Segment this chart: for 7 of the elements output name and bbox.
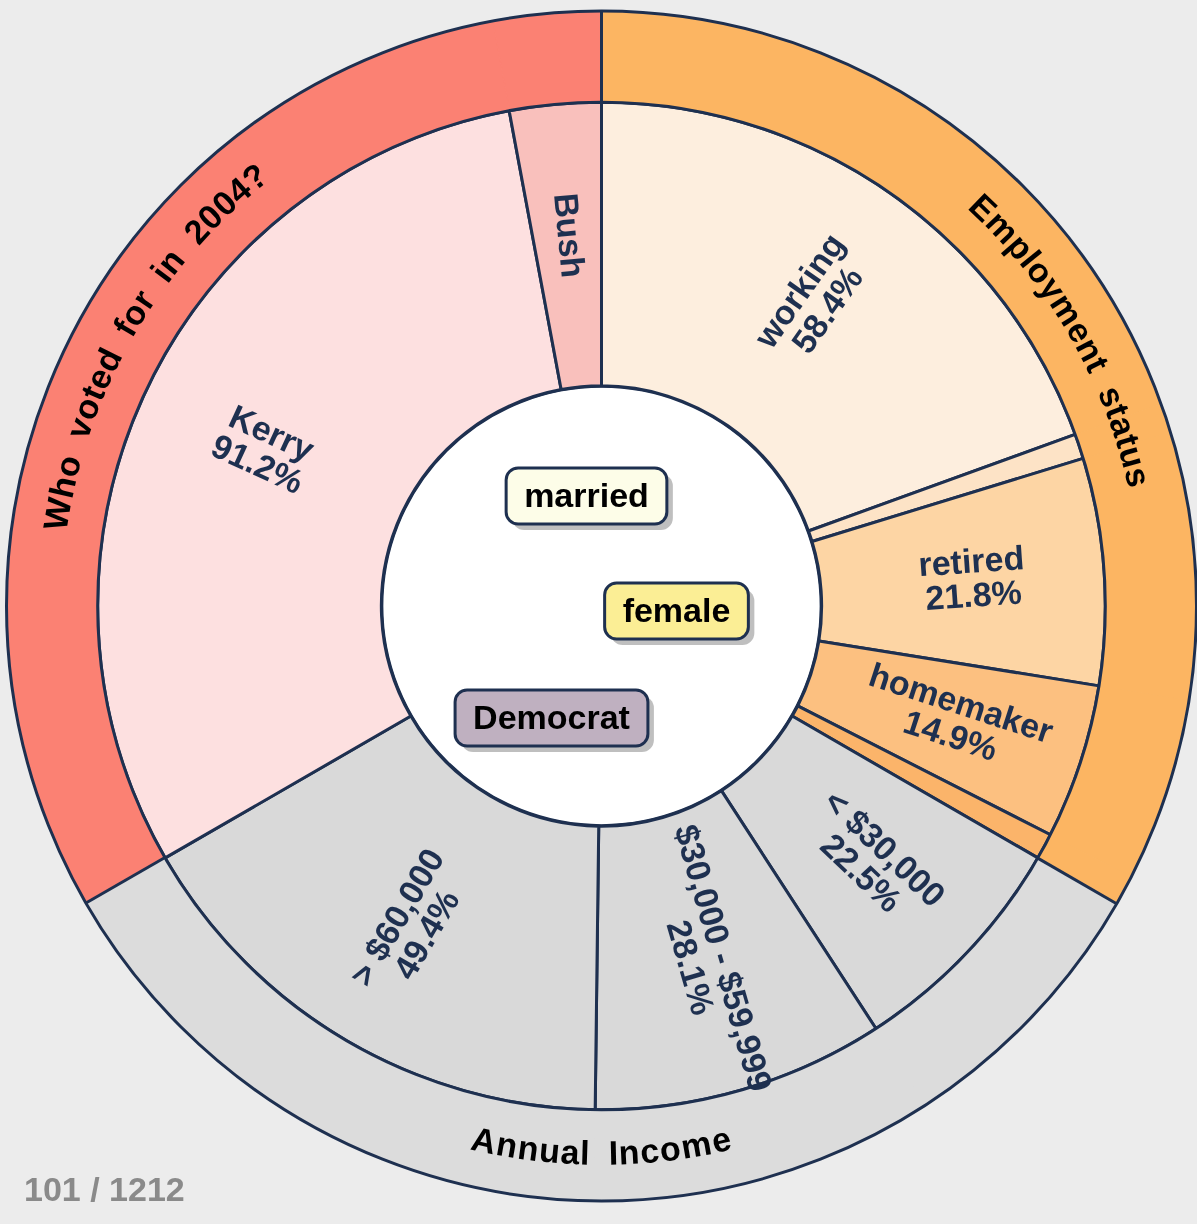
slice-label: Bush [547,191,593,280]
text: Democrat [473,698,630,737]
text: Employment status [961,185,1159,491]
text: female [622,591,731,630]
text: 101 / 1212 [24,1170,185,1209]
text: Annual Income [468,1118,735,1172]
text: married [524,476,649,515]
